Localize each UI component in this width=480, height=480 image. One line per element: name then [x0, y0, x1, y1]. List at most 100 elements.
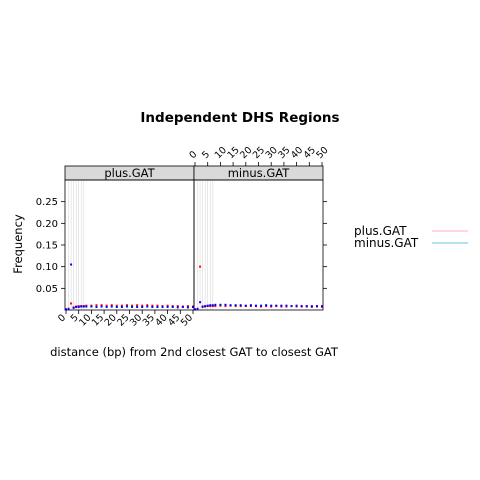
data-point — [192, 305, 194, 308]
legend-label: plus.GAT — [354, 224, 407, 238]
y-axis-label: Frequency — [11, 214, 25, 274]
data-point — [156, 304, 159, 307]
data-point — [186, 306, 189, 309]
data-point — [196, 308, 199, 311]
x-tick-label: 0 — [56, 312, 68, 324]
data-point — [201, 305, 204, 308]
data-point — [300, 305, 303, 308]
data-point — [100, 305, 103, 308]
data-point — [90, 305, 93, 308]
data-point — [105, 304, 108, 307]
data-point — [290, 305, 293, 308]
data-point — [166, 304, 169, 307]
data-point — [151, 305, 154, 308]
y-tick-label: 0.05 — [36, 284, 58, 295]
data-point — [214, 305, 217, 308]
data-point — [161, 305, 164, 308]
panel-strip-label: plus.GAT — [104, 166, 155, 180]
data-point — [115, 305, 118, 308]
data-point — [100, 304, 103, 307]
x-tick-label: 5 — [200, 149, 212, 161]
data-point — [234, 304, 237, 307]
data-point — [125, 304, 128, 307]
data-point — [239, 304, 242, 307]
data-point — [280, 304, 283, 307]
data-point — [275, 304, 278, 307]
data-point — [249, 304, 252, 307]
data-point — [171, 305, 174, 308]
data-point — [136, 305, 139, 308]
panel-strip-label: minus.GAT — [228, 166, 291, 180]
data-point — [85, 305, 88, 308]
data-point — [151, 304, 154, 307]
data-point — [254, 304, 257, 307]
x-tick-label: 50 — [314, 145, 330, 161]
data-point — [131, 304, 134, 307]
data-point — [270, 304, 273, 307]
data-point — [115, 304, 118, 307]
data-point — [265, 304, 268, 307]
data-point — [72, 306, 75, 309]
data-point — [95, 304, 98, 307]
data-point — [67, 308, 70, 311]
data-point — [321, 305, 323, 308]
y-tick-label: 0.10 — [36, 262, 58, 273]
data-point — [224, 303, 227, 306]
data-point — [110, 304, 113, 307]
data-point — [211, 304, 214, 307]
data-point — [65, 308, 67, 311]
data-point — [82, 305, 85, 308]
data-point — [229, 304, 232, 307]
panel-frame — [64, 179, 195, 311]
data-point — [131, 305, 134, 308]
y-tick-label: 0.15 — [36, 241, 58, 252]
data-point — [146, 305, 149, 308]
data-point — [70, 302, 73, 305]
data-point — [285, 304, 288, 307]
x-tick-label: 50 — [179, 312, 195, 328]
data-point — [141, 305, 144, 308]
data-point — [206, 304, 209, 307]
data-point — [260, 304, 263, 307]
chart-title: Independent DHS Regions — [140, 110, 339, 126]
data-point — [305, 305, 308, 308]
data-point — [176, 305, 179, 308]
data-point — [176, 306, 179, 309]
data-point — [75, 305, 78, 308]
data-point — [156, 305, 159, 308]
data-point — [70, 263, 73, 266]
data-point — [95, 305, 98, 308]
data-point — [244, 304, 247, 307]
y-tick-label: 0.25 — [36, 197, 58, 208]
data-point — [315, 305, 318, 308]
data-point — [110, 305, 113, 308]
data-point — [199, 265, 202, 268]
data-point — [224, 305, 227, 308]
data-point — [295, 304, 298, 307]
data-point — [146, 304, 149, 307]
data-point — [199, 301, 202, 304]
data-point — [186, 305, 189, 308]
data-point — [120, 305, 123, 308]
data-point — [194, 308, 196, 311]
data-point — [80, 305, 83, 308]
data-point — [204, 305, 207, 308]
data-point — [214, 303, 217, 306]
data-point — [125, 305, 128, 308]
data-point — [105, 305, 108, 308]
legend-label: minus.GAT — [354, 236, 419, 250]
data-point — [181, 305, 184, 308]
data-point — [166, 305, 169, 308]
panel-frame — [193, 179, 324, 311]
x-tick-label: 0 — [187, 149, 199, 161]
y-tick-label: 0.20 — [36, 219, 58, 230]
data-point — [136, 304, 139, 307]
data-point — [77, 305, 80, 308]
x-axis-label: distance (bp) from 2nd closest GAT to cl… — [50, 345, 339, 359]
data-point — [209, 304, 212, 307]
data-point — [141, 304, 144, 307]
data-point — [310, 305, 313, 308]
